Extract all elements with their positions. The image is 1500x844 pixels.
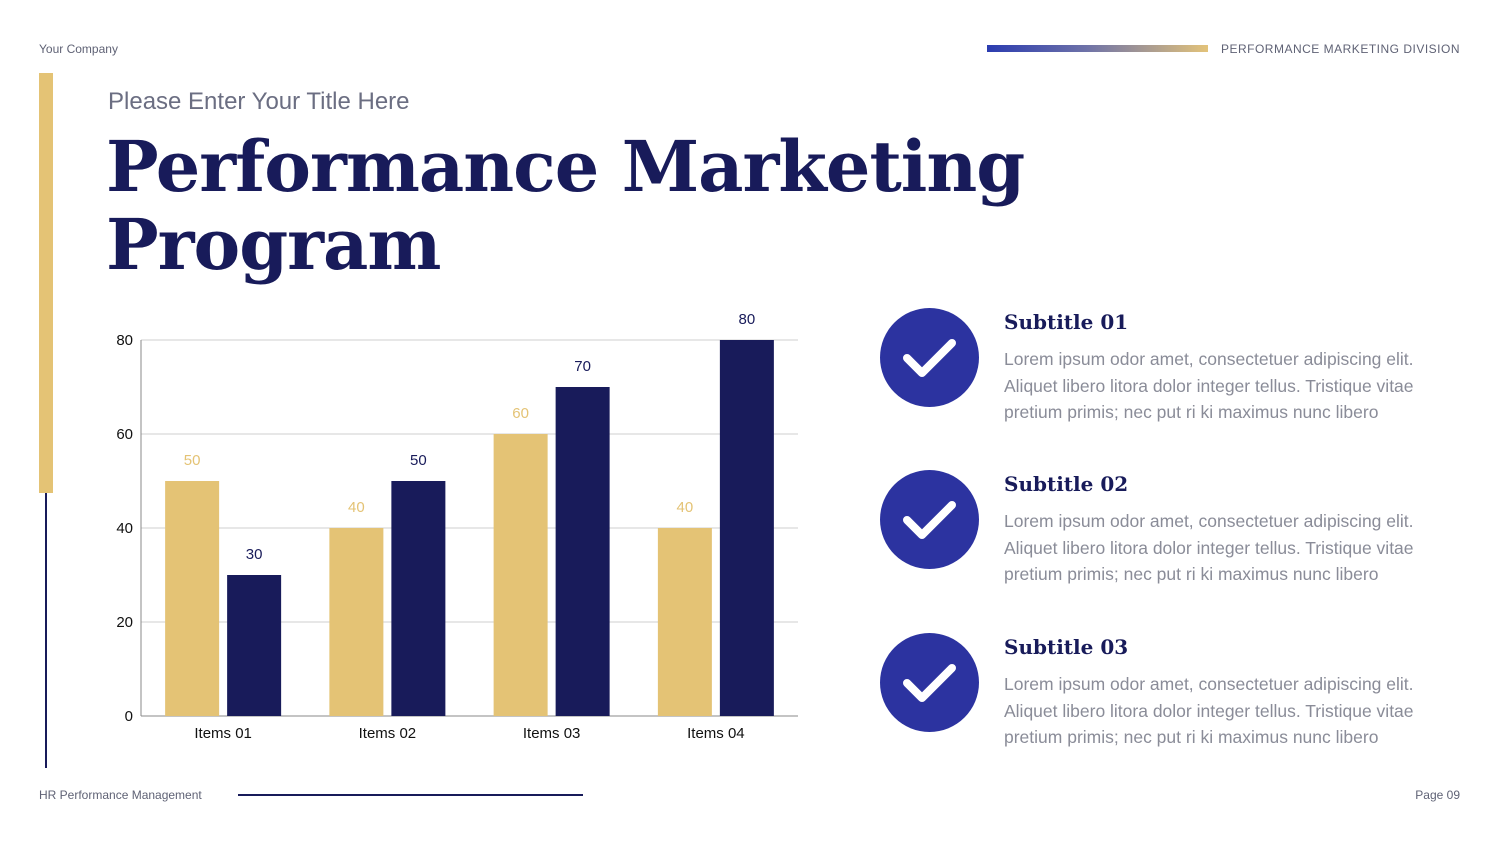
feature-description-line: Lorem ipsum odor amet, consectetuer adip… <box>1004 511 1414 531</box>
feature-description-line: Lorem ipsum odor amet, consectetuer adip… <box>1004 349 1414 369</box>
page-title: Performance Marketing Program <box>106 128 1066 284</box>
y-tick-label: 60 <box>116 426 133 443</box>
data-label: 70 <box>574 358 591 375</box>
title-line-1: Performance Marketing <box>106 125 1025 208</box>
y-tick-label: 20 <box>116 614 133 631</box>
feature-description: Lorem ipsum odor amet, consectetuer adip… <box>1004 346 1434 426</box>
feature-description-line: pretium primis; nec put ri ki maximus nu… <box>1004 402 1379 422</box>
feature-description-line: Lorem ipsum odor amet, consectetuer adip… <box>1004 674 1414 694</box>
y-tick-label: 40 <box>116 520 133 537</box>
bar <box>227 575 282 716</box>
data-label: 50 <box>184 452 201 469</box>
division-name: PERFORMANCE MARKETING DIVISION <box>1220 42 1460 56</box>
check-icon <box>903 664 956 702</box>
x-tick-label: Items 04 <box>687 725 745 742</box>
feature-description: Lorem ipsum odor amet, consectetuer adip… <box>1004 671 1434 751</box>
feature-description-line: pretium primis; nec put ri ki maximus nu… <box>1004 564 1379 584</box>
x-tick-label: Items 01 <box>194 725 252 742</box>
bar <box>165 481 220 716</box>
feature-subtitle: Subtitle 03 <box>1004 635 1129 659</box>
navy-vertical-line <box>45 493 47 768</box>
feature-description-line: Aliquet libero litora dolor integer tell… <box>1004 537 1414 558</box>
feature-item-1: Subtitle 01 Lorem ipsum odor amet, conse… <box>880 308 1460 422</box>
check-circle <box>880 470 979 569</box>
feature-item-3: Subtitle 03 Lorem ipsum odor amet, conse… <box>880 633 1460 747</box>
data-label: 50 <box>410 452 427 469</box>
page-number: Page 09 <box>1415 788 1460 802</box>
feature-item-2: Subtitle 02 Lorem ipsum odor amet, conse… <box>880 470 1460 584</box>
check-icon <box>903 501 956 539</box>
feature-subtitle: Subtitle 01 <box>1004 310 1129 334</box>
footer-label: HR Performance Management <box>39 788 202 802</box>
data-label: 40 <box>677 499 694 516</box>
bar <box>391 481 446 716</box>
feature-description-line: Aliquet libero litora dolor integer tell… <box>1004 375 1414 396</box>
bar <box>329 528 384 716</box>
x-tick-label: Items 02 <box>359 725 417 742</box>
x-tick-label: Items 03 <box>523 725 581 742</box>
footer-divider <box>238 794 583 796</box>
bar <box>555 387 610 716</box>
data-label: 80 <box>739 311 756 328</box>
check-icon <box>903 339 956 377</box>
pre-title: Please Enter Your Title Here <box>108 88 410 115</box>
feature-description-line: Aliquet libero litora dolor integer tell… <box>1004 700 1414 721</box>
feature-description: Lorem ipsum odor amet, consectetuer adip… <box>1004 508 1434 588</box>
company-name: Your Company <box>39 42 118 56</box>
top-gradient-bar <box>987 45 1208 52</box>
feature-description-line: pretium primis; nec put ri ki maximus nu… <box>1004 727 1379 747</box>
feature-subtitle: Subtitle 02 <box>1004 472 1129 496</box>
y-tick-label: 0 <box>125 708 133 725</box>
check-circle <box>880 308 979 407</box>
gold-accent-bar <box>39 73 53 493</box>
bar-chart: 0 20 40 60 80 50 30 Items 01 40 50 Items 02 60 70 Ite… <box>116 311 798 742</box>
bar <box>493 434 548 716</box>
check-circle <box>880 633 979 732</box>
y-tick-label: 80 <box>116 332 133 349</box>
data-label: 40 <box>348 499 365 516</box>
bar <box>719 340 774 716</box>
data-label: 30 <box>246 546 263 563</box>
bar <box>657 528 712 716</box>
data-label: 60 <box>512 405 529 422</box>
title-line-2: Program <box>106 203 441 286</box>
